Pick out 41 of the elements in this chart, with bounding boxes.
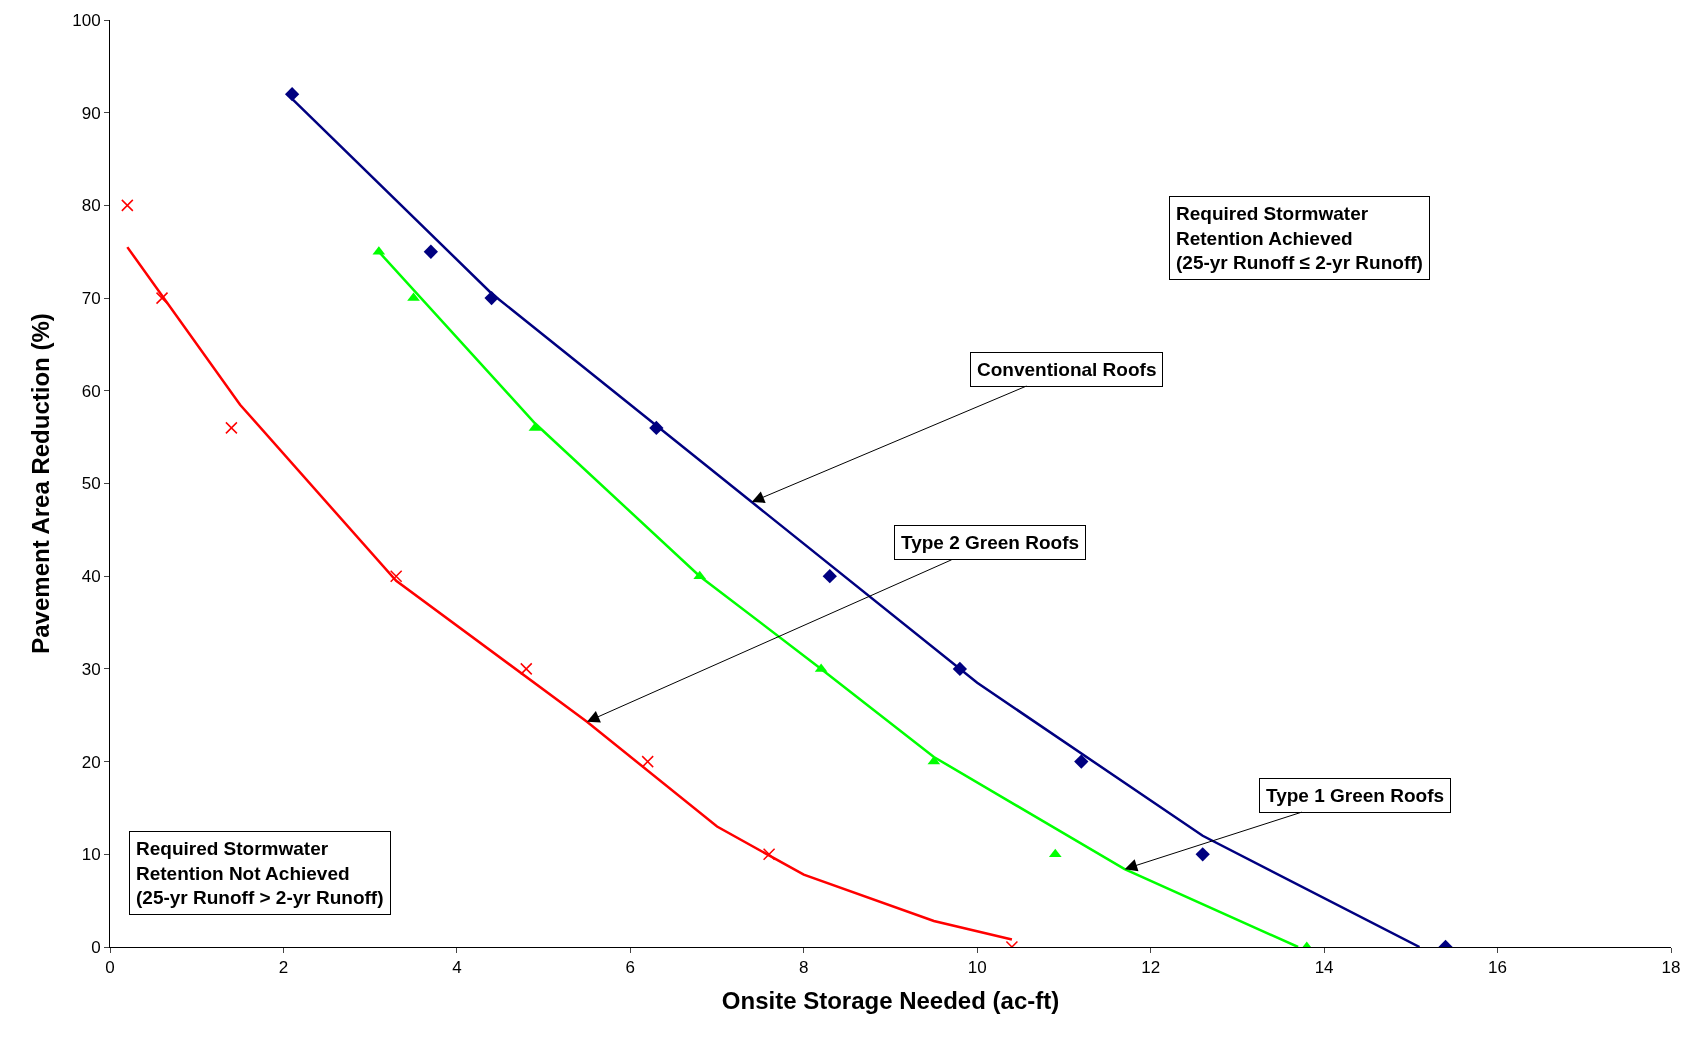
point [225, 421, 238, 435]
x-tick-label: 0 [105, 958, 115, 978]
point [284, 87, 300, 102]
x-tick-label: 6 [625, 958, 636, 978]
y-tick-label: 10 [81, 845, 101, 865]
y-tick-label: 80 [81, 196, 101, 216]
annotation: Type 2 Green Roofs [901, 532, 1080, 553]
annotation: Type 1 Green Roofs [1266, 785, 1445, 806]
y-tick-label: 30 [81, 659, 101, 679]
x-tick-label: 4 [452, 958, 462, 978]
point [641, 755, 654, 768]
x-tick-label: 16 [1488, 958, 1508, 978]
annotation: Required Stormwater Retention Achieved (25-yr Runoff ≤ 2-yr Runoff) [1176, 203, 1423, 274]
x-tick-label: 12 [1141, 958, 1161, 978]
point [1195, 847, 1210, 862]
x-tick-label: 2 [278, 958, 289, 978]
annotation: Required Stormwater Retention Not Achieved (25-yr Runoff > 2-yr Runoff) [136, 838, 384, 909]
point [520, 662, 533, 676]
x-tick-label: 10 [967, 958, 987, 978]
point [1074, 754, 1089, 769]
y-tick-label: 100 [72, 10, 101, 30]
y-tick-label: 50 [81, 474, 101, 494]
point [121, 199, 134, 212]
point [1048, 848, 1062, 858]
y-tick-label: 90 [81, 103, 101, 123]
point [423, 244, 439, 259]
point [155, 291, 169, 305]
x-tick-label: 8 [799, 958, 809, 978]
x-tick-label: 18 [1661, 958, 1681, 978]
y-tick-label: 0 [91, 937, 101, 957]
y-axis-title: Pavement Area Reduction (%) [27, 313, 55, 654]
x-axis-title: Onsite Storage Needed (ac-ft) [721, 986, 1060, 1014]
point [389, 569, 403, 583]
x-tick-label: 14 [1314, 958, 1334, 978]
y-tick-label: 20 [81, 752, 101, 772]
point [822, 569, 837, 584]
y-tick-label: 70 [81, 289, 101, 309]
annotation: Conventional Roofs [977, 359, 1157, 380]
y-tick-label: 40 [81, 567, 101, 587]
point [762, 848, 776, 861]
y-tick-label: 60 [81, 381, 101, 401]
